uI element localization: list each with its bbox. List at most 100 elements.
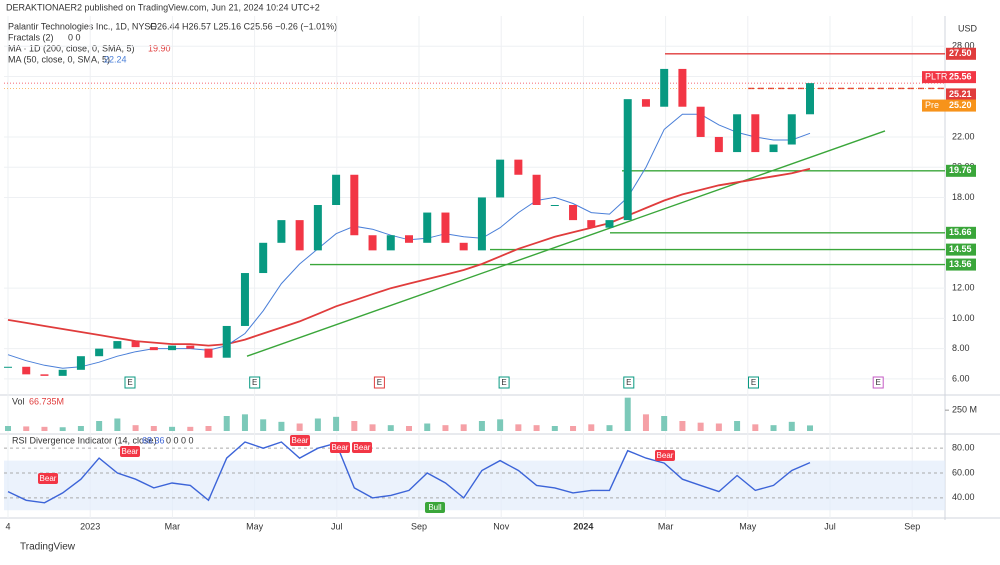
level-badge xyxy=(946,47,976,60)
volume-bar xyxy=(807,425,813,431)
divergence-label: Bear xyxy=(40,474,57,483)
volume-bar xyxy=(752,424,759,431)
candle xyxy=(423,212,432,243)
candle xyxy=(714,136,723,153)
candle xyxy=(623,99,632,221)
level-badge xyxy=(946,164,976,177)
x-tick-label: Jul xyxy=(824,521,836,531)
volume-bar xyxy=(278,421,285,431)
candle xyxy=(149,347,158,351)
divergence-label: Bear xyxy=(657,451,674,460)
volume-bar xyxy=(223,416,230,431)
volume-bar xyxy=(169,426,176,431)
x-tick-label: Sep xyxy=(411,521,427,531)
volume-bar xyxy=(770,425,777,431)
earnings-marker xyxy=(373,376,385,389)
candle xyxy=(532,174,541,205)
level-badge xyxy=(946,258,976,271)
candle xyxy=(386,235,395,251)
volume-bar xyxy=(715,423,722,431)
x-tick-label: Sep xyxy=(904,521,920,531)
earnings-label: E xyxy=(252,378,257,387)
volume-bar xyxy=(314,418,321,431)
volume-bar xyxy=(460,424,467,431)
rsi-legend: RSI Divergence Indicator (14, close) xyxy=(12,435,157,445)
y-tick-label: 10.00 xyxy=(952,313,975,323)
earnings-marker xyxy=(748,376,759,389)
candle xyxy=(40,374,49,376)
candle xyxy=(405,235,413,243)
level-label: 25.20 xyxy=(949,100,972,110)
volume-bar xyxy=(788,421,795,431)
level-tag-label: Pre xyxy=(925,100,939,110)
volume-bar xyxy=(41,426,48,431)
x-tick-label: Nov xyxy=(493,521,510,531)
y-tick-label: 28.00 xyxy=(952,41,975,51)
x-tick-label: May xyxy=(739,521,757,531)
earnings-label: E xyxy=(751,378,756,387)
y-tick-label: 12.00 xyxy=(952,283,975,293)
candle xyxy=(496,159,505,198)
candle xyxy=(259,242,268,274)
volume-bar xyxy=(551,426,558,431)
divergence-label: Bull xyxy=(428,503,442,512)
y-tick-label: 8.00 xyxy=(952,343,970,353)
rsi-tick-label: 60.00 xyxy=(952,467,975,477)
level-badge xyxy=(946,71,976,84)
candle xyxy=(769,144,778,153)
earnings-label: E xyxy=(626,378,631,387)
candle xyxy=(368,235,377,251)
volume-bar xyxy=(478,421,485,431)
level-badge xyxy=(946,99,976,112)
volume-bar xyxy=(406,426,412,431)
candle xyxy=(332,174,341,205)
candle xyxy=(168,345,177,351)
volume-bar xyxy=(515,424,522,431)
volume-bar xyxy=(570,426,577,431)
candle xyxy=(222,325,231,358)
volume-bar xyxy=(679,421,686,431)
earnings-marker xyxy=(498,376,510,389)
x-tick-label: 2024 xyxy=(573,521,593,531)
divergence-label-bg xyxy=(38,473,58,484)
candle xyxy=(806,83,814,115)
volume-bar xyxy=(23,426,30,431)
volume-bar xyxy=(96,421,103,431)
divergence-label: Bear xyxy=(354,443,371,452)
volume-bar xyxy=(497,419,504,431)
earnings-marker xyxy=(623,376,635,389)
candle xyxy=(514,159,523,175)
candle xyxy=(186,345,195,349)
footer: TradingView xyxy=(20,542,76,553)
divergence-label: Bear xyxy=(292,436,309,445)
x-tick-label: May xyxy=(246,521,264,531)
earnings-marker xyxy=(872,376,884,389)
x-tick-label: 2023 xyxy=(80,521,100,531)
earnings-label: E xyxy=(127,378,132,387)
level-label: 13.56 xyxy=(949,259,972,269)
divergence-label-bg xyxy=(425,502,445,513)
rsi-value: 68.36 xyxy=(142,435,165,445)
candle xyxy=(733,114,742,153)
volume-bar xyxy=(77,426,84,431)
level-tag-label: PLTR xyxy=(925,72,948,82)
candle xyxy=(441,212,450,243)
level-label: 25.56 xyxy=(949,72,972,82)
candle xyxy=(22,366,31,375)
candle xyxy=(113,341,122,349)
candle xyxy=(131,341,140,348)
candle xyxy=(4,366,12,368)
ma200-legend: MA · 1D (200, close, 0, SMA, 5) xyxy=(8,43,135,53)
volume-bar xyxy=(5,426,11,431)
ma50-legend: MA (50, close, 0, SMA, 5) xyxy=(8,54,110,64)
candle xyxy=(641,99,650,107)
candle xyxy=(787,114,796,145)
volume-bar xyxy=(351,421,358,431)
candle xyxy=(569,205,578,221)
volume-tick-label: 250 M xyxy=(952,405,977,415)
candle xyxy=(95,348,104,357)
level-label: 19.76 xyxy=(949,165,972,175)
volume-bar xyxy=(442,425,449,431)
candle xyxy=(751,114,760,153)
candle xyxy=(550,205,559,206)
